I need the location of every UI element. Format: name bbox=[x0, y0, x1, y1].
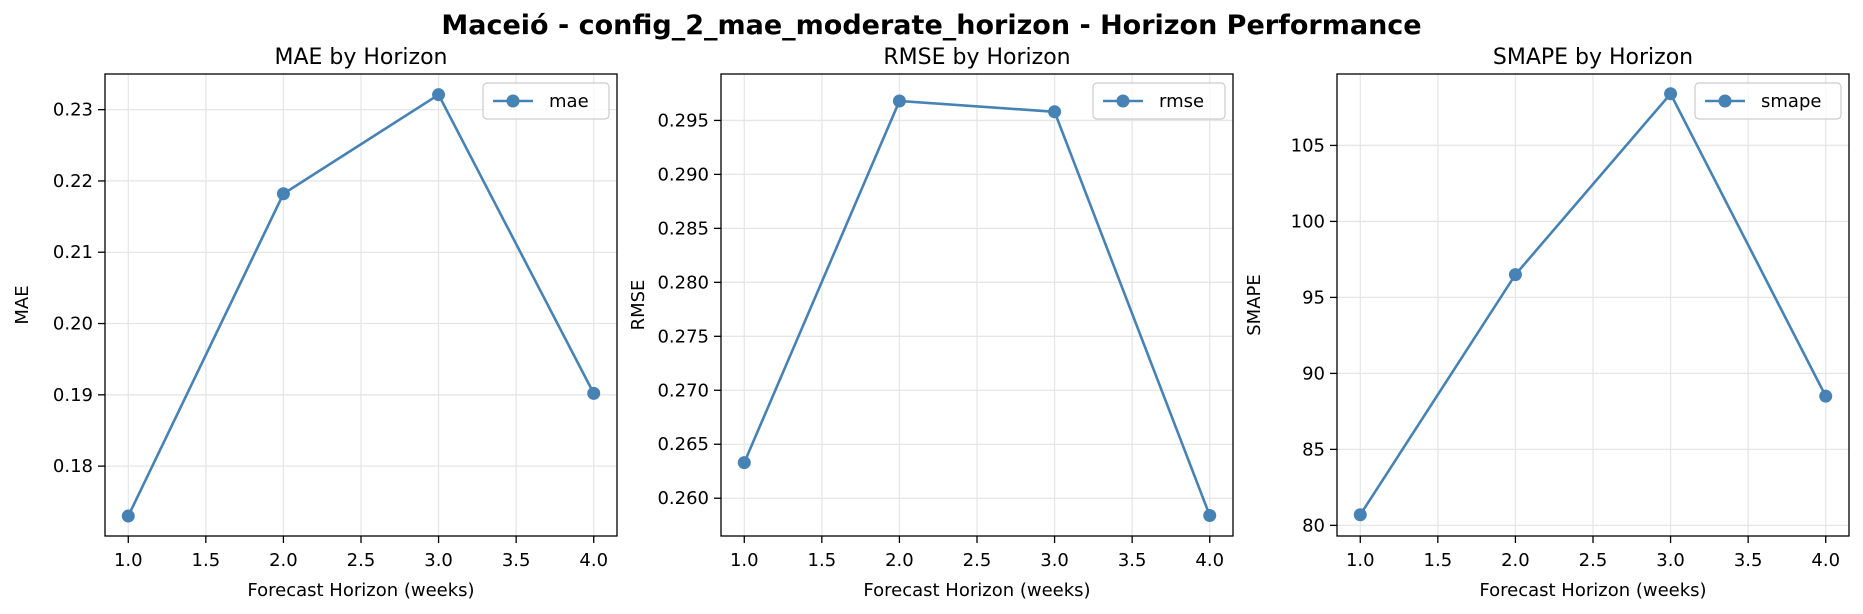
x-tick-label: 2.5 bbox=[963, 550, 992, 571]
data-point bbox=[276, 187, 290, 201]
y-tick-label: 0.295 bbox=[657, 110, 709, 131]
y-tick-label: 0.260 bbox=[657, 488, 709, 509]
axes-frame bbox=[720, 73, 1234, 537]
x-tick-label: 3.5 bbox=[502, 550, 531, 571]
y-tick-label: 105 bbox=[1291, 135, 1325, 156]
data-point bbox=[737, 456, 751, 470]
legend-box bbox=[482, 82, 610, 120]
x-tick-label: 2.5 bbox=[347, 550, 376, 571]
y-tick-label: 90 bbox=[1302, 363, 1325, 384]
legend-marker bbox=[1116, 94, 1130, 108]
legend-marker bbox=[506, 94, 520, 108]
x-tick-label: 4.0 bbox=[1811, 550, 1840, 571]
x-tick-label: 4.0 bbox=[579, 550, 608, 571]
legend-label: rmse bbox=[1159, 91, 1204, 112]
y-tick-label: 0.21 bbox=[53, 242, 93, 263]
y-tick-label: 0.22 bbox=[53, 171, 93, 192]
legend: mae bbox=[482, 82, 610, 120]
data-point bbox=[432, 88, 446, 102]
y-tick-label: 0.23 bbox=[53, 100, 93, 121]
x-tick-label: 3.5 bbox=[1734, 550, 1763, 571]
x-tick-label: 3.5 bbox=[1118, 550, 1147, 571]
x-tick-label: 1.0 bbox=[1346, 550, 1375, 571]
series-line-mae bbox=[127, 92, 595, 517]
series-line-smape bbox=[1359, 91, 1827, 516]
x-axis-label: Forecast Horizon (weeks) bbox=[247, 580, 474, 601]
x-tick-label: 3.0 bbox=[1040, 550, 1069, 571]
series-line-rmse bbox=[743, 99, 1211, 516]
x-axis-label: Forecast Horizon (weeks) bbox=[1479, 580, 1706, 601]
legend-box bbox=[1092, 82, 1226, 120]
x-tick-label: 1.5 bbox=[808, 550, 837, 571]
x-tick-label: 1.5 bbox=[192, 550, 221, 571]
y-tick-label: 0.20 bbox=[53, 314, 93, 335]
x-tick-label: 3.0 bbox=[424, 550, 453, 571]
data-point bbox=[121, 509, 135, 523]
data-point bbox=[587, 386, 601, 400]
data-point bbox=[892, 94, 906, 108]
data-point bbox=[1353, 508, 1367, 522]
y-tick-label: 95 bbox=[1302, 287, 1325, 308]
data-point bbox=[1048, 105, 1062, 119]
y-tick-label: 0.280 bbox=[657, 272, 709, 293]
legend-label: mae bbox=[549, 91, 589, 112]
y-axis-label: MAE bbox=[12, 285, 33, 324]
panel-title: MAE by Horizon bbox=[274, 45, 447, 70]
panel-title: SMAPE by Horizon bbox=[1493, 45, 1693, 70]
y-tick-label: 100 bbox=[1291, 211, 1325, 232]
panel-title: RMSE by Horizon bbox=[883, 45, 1070, 70]
y-axis-label: SMAPE bbox=[1244, 274, 1265, 336]
x-axis-label: Forecast Horizon (weeks) bbox=[863, 580, 1090, 601]
y-tick-label: 0.270 bbox=[657, 380, 709, 401]
axes-frame bbox=[104, 73, 618, 537]
x-tick-label: 4.0 bbox=[1195, 550, 1224, 571]
data-point bbox=[1203, 508, 1217, 522]
x-tick-label: 1.0 bbox=[730, 550, 759, 571]
y-axis-label: RMSE bbox=[628, 280, 649, 331]
chart-panel-2: 1.0 1.5 2.0 2.5 3.0 3.5 4.0 0.260 0.265 0.270 0.27… bbox=[628, 45, 1234, 601]
x-tick-label: 2.0 bbox=[269, 550, 298, 571]
data-point bbox=[1664, 87, 1678, 101]
data-point bbox=[1508, 268, 1522, 282]
x-tick-label: 2.0 bbox=[885, 550, 914, 571]
y-tick-label: 80 bbox=[1302, 515, 1325, 536]
x-tick-label: 3.0 bbox=[1656, 550, 1685, 571]
x-tick-label: 1.0 bbox=[114, 550, 143, 571]
legend: smape bbox=[1694, 82, 1842, 120]
y-tick-label: 0.18 bbox=[53, 456, 93, 477]
x-tick-label: 1.5 bbox=[1424, 550, 1453, 571]
x-tick-label: 2.5 bbox=[1579, 550, 1608, 571]
figure-title: Maceió - config_2_mae_moderate_horizon -… bbox=[441, 10, 1422, 41]
chart-panel-1: 1.0 1.5 2.0 2.5 3.0 3.5 4.0 0.18 0.19 0.20 0.21 0.2… bbox=[12, 45, 618, 601]
legend-marker bbox=[1718, 94, 1732, 108]
legend-box bbox=[1694, 82, 1842, 120]
y-tick-label: 0.275 bbox=[657, 326, 709, 347]
data-point bbox=[1819, 389, 1833, 403]
legend: rmse bbox=[1092, 82, 1226, 120]
y-tick-label: 0.265 bbox=[657, 434, 709, 455]
axes-frame bbox=[1336, 73, 1850, 537]
chart-panel-3: 1.0 1.5 2.0 2.5 3.0 3.5 4.0 80 85 90 95 100 105 SMAPE… bbox=[1244, 45, 1850, 601]
y-tick-label: 0.19 bbox=[53, 385, 93, 406]
x-tick-label: 2.0 bbox=[1501, 550, 1530, 571]
y-tick-label: 0.285 bbox=[657, 218, 709, 239]
y-tick-label: 0.290 bbox=[657, 164, 709, 185]
legend-label: smape bbox=[1761, 91, 1821, 112]
y-tick-label: 85 bbox=[1302, 439, 1325, 460]
